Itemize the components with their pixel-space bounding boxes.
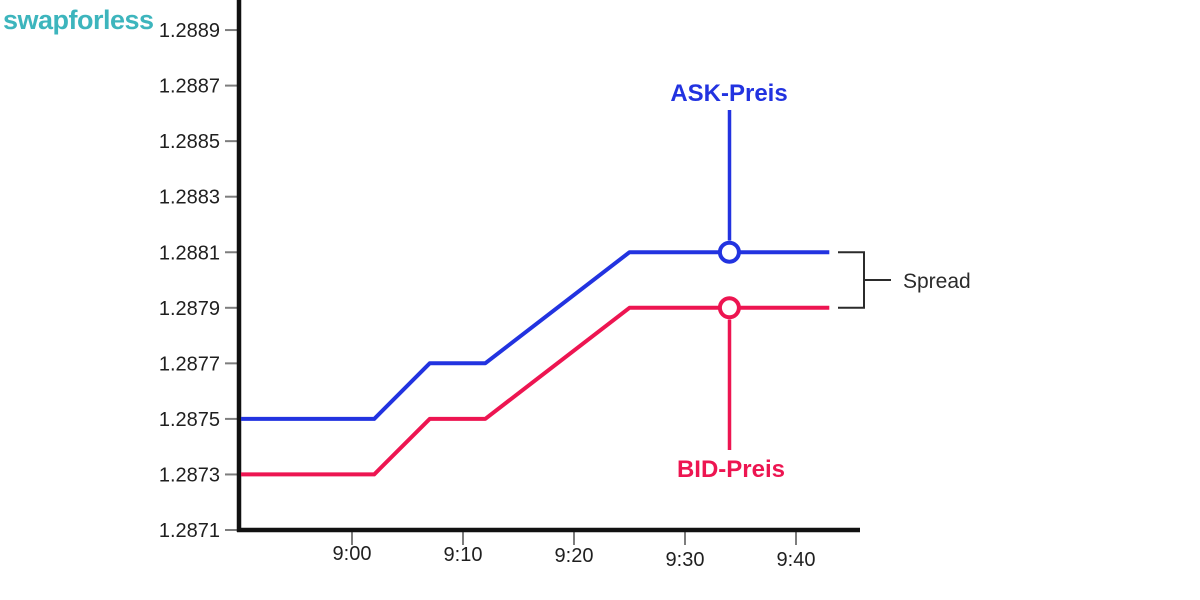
y-tick-label: 1.2875: [159, 409, 220, 431]
y-tick-label: 1.2871: [159, 520, 220, 542]
x-tick-label: 9:20: [555, 545, 594, 567]
bid-price-line: [241, 305, 830, 477]
x-tick-label: 9:10: [444, 544, 483, 566]
y-tick-label: 1.2873: [159, 464, 220, 486]
brand-logo: swapforless: [3, 5, 154, 35]
bid-price-label: BID-Preis: [677, 456, 785, 483]
y-tick-label: 1.2877: [159, 353, 220, 375]
series-group: [241, 240, 830, 477]
ask-price-line: [241, 250, 830, 421]
ask-price-label: ASK-Preis: [670, 80, 787, 107]
x-tick-label: 9:40: [777, 549, 816, 571]
y-tick-label: 1.2881: [159, 242, 220, 264]
spread-bracket: [838, 251, 865, 309]
ask-price-marker: [717, 240, 741, 264]
y-tick-label: 1.2879: [159, 298, 220, 320]
spread-label: Spread: [903, 270, 971, 293]
y-tick-label: 1.2887: [159, 76, 220, 98]
y-tick-label: 1.2889: [159, 20, 220, 42]
axis-ticks: 1.2889 1.2887 1.2885 1.2883 1.2881 1.2879 1.28…: [159, 20, 816, 571]
x-tick-label: 9:00: [333, 543, 372, 565]
y-tick-label: 1.2885: [159, 131, 220, 153]
x-tick-label: 9:30: [666, 549, 705, 571]
bid-price-marker: [717, 296, 741, 320]
y-tick-label: 1.2883: [159, 187, 220, 209]
